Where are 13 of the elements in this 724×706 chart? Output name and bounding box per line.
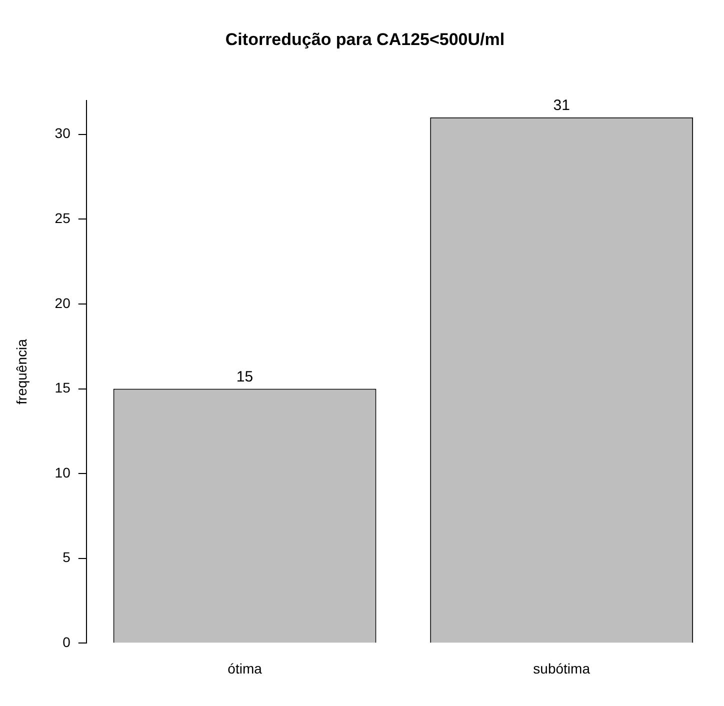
y-tick-label: 5 [62, 549, 71, 566]
y-tick-label: 0 [62, 634, 71, 650]
y-tick-label: 15 [54, 380, 71, 396]
y-tick-label: 30 [54, 125, 71, 142]
y-tick-label: 25 [54, 210, 71, 226]
y-tick-label: 20 [54, 294, 71, 311]
chart-title: Citorredução para CA125<500U/ml [225, 30, 505, 49]
y-tick-label: 10 [54, 464, 71, 480]
data-label: 31 [553, 97, 570, 114]
x-tick-label: ótima [228, 660, 262, 676]
y-axis-title: frequência [13, 338, 30, 404]
x-tick-label: subótima [533, 660, 590, 676]
data-label: 15 [236, 368, 254, 386]
